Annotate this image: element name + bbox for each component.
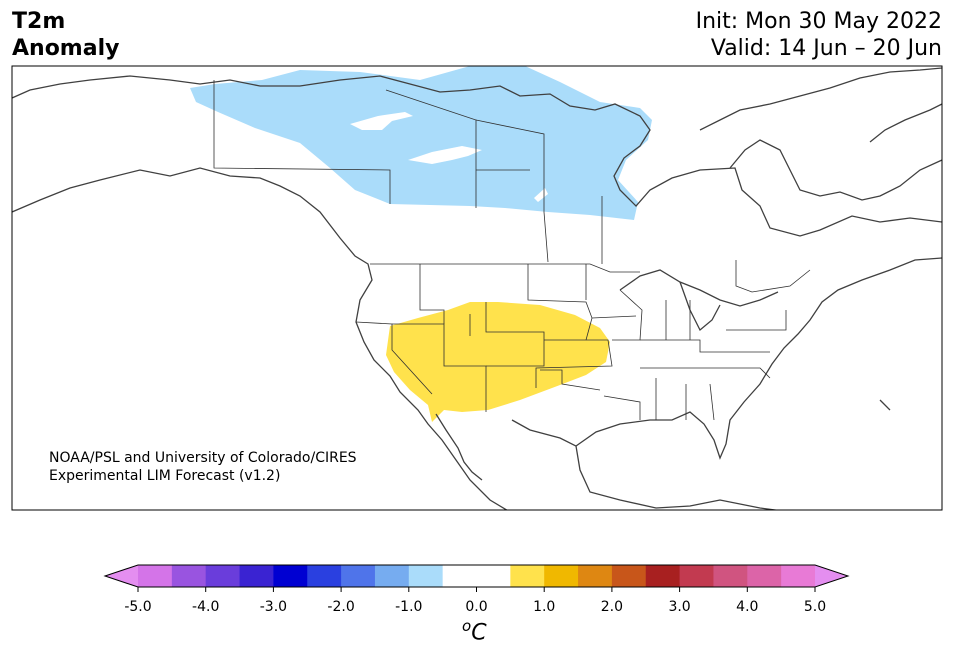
variable-title: T2m	[12, 9, 66, 34]
colorbar-swatch	[205, 565, 241, 587]
date-block: Init: Mon 30 May 2022 Valid: 14 Jun – 20…	[696, 8, 942, 62]
colorbar-swatch	[510, 565, 545, 587]
colorbar-tick-label: -3.0	[260, 599, 287, 615]
unit-superscript: o	[462, 617, 472, 635]
credit-line-1: NOAA/PSL and University of Colorado/CIRE…	[49, 450, 357, 466]
valid-range: Valid: 14 Jun – 20 Jun	[710, 36, 942, 61]
colorbar-swatch	[408, 565, 444, 587]
anomaly-subtitle: Anomaly	[12, 36, 120, 61]
colorbar-under-arrow	[105, 565, 138, 587]
colorbar-tick-label: 4.0	[736, 599, 758, 615]
init-date: Init: Mon 30 May 2022	[695, 9, 942, 34]
colorbar-swatch	[239, 565, 274, 587]
colorbar-swatch	[374, 565, 410, 587]
map-frame	[11, 65, 943, 511]
colorbar-swatch	[341, 565, 376, 587]
warm-anomaly-region	[386, 302, 610, 422]
colorbar-swatch	[307, 565, 342, 587]
colorbar-unit: oC	[462, 617, 487, 645]
colorbar-swatch	[747, 565, 782, 587]
credit-text: NOAA/PSL and University of Colorado/CIRE…	[49, 449, 357, 485]
colorbar-swatch	[578, 565, 613, 587]
colorbar-swatch	[138, 565, 173, 587]
colorbar-swatch	[713, 565, 748, 587]
colorbar-ticks: -5.0 -4.0 -3.0 -2.0 -1.0 0.0 1.0 2.0 3.0 4.0 5.0	[124, 587, 826, 615]
colorbar-swatch	[679, 565, 714, 587]
colorbar-swatch	[476, 565, 511, 587]
colorbar-swatch	[645, 565, 681, 587]
colorbar-tick-label: 0.0	[465, 599, 487, 615]
lake	[408, 146, 482, 164]
colorbar-tick-label: -4.0	[192, 599, 219, 615]
colorbar-tick-label: 3.0	[668, 599, 690, 615]
colorbar-swatch	[611, 565, 647, 587]
colorbar-swatch	[273, 565, 308, 587]
cold-anomaly-region	[190, 66, 652, 220]
colorbar-tick-label: -5.0	[124, 599, 151, 615]
colorbar-tick-label: 5.0	[804, 599, 826, 615]
chart-title: T2m Anomaly	[12, 8, 119, 62]
colorbar-tick-label: 2.0	[601, 599, 623, 615]
colorbar-over-arrow	[815, 565, 848, 587]
unit-letter: C	[471, 620, 487, 646]
credit-line-2: Experimental LIM Forecast (v1.2)	[49, 468, 281, 484]
colorbar-swatch	[781, 565, 816, 587]
colorbar-swatch	[442, 565, 477, 587]
lake	[534, 188, 548, 202]
colorbar-tick-label: 1.0	[533, 599, 555, 615]
colorbar-swatch	[544, 565, 579, 587]
colorbar-tick-label: -1.0	[395, 599, 422, 615]
colorbar-tick-label: -2.0	[327, 599, 354, 615]
colorbar-swatches	[103, 564, 850, 588]
colorbar-swatch	[171, 565, 207, 587]
lake	[350, 112, 413, 130]
coastlines	[12, 67, 942, 510]
state-borders	[213, 80, 811, 421]
